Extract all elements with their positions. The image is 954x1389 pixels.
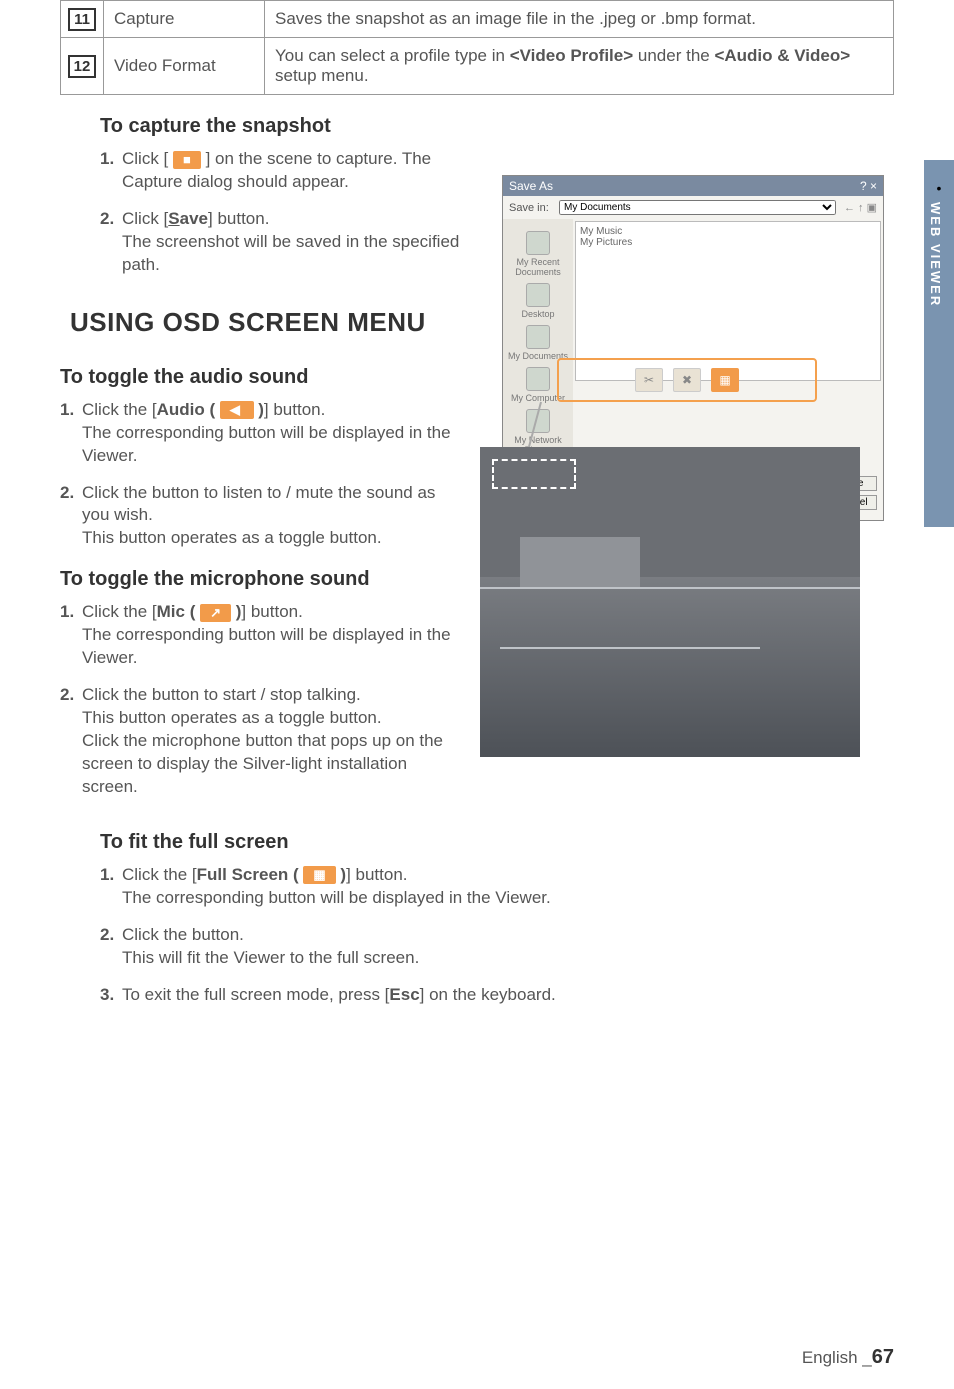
camera-icon: ■ xyxy=(173,151,201,169)
full-step-3: 3.To exit the full screen mode, press [E… xyxy=(100,984,894,1007)
save-in-select[interactable]: My Documents xyxy=(559,200,836,215)
capture-step-1: 1. Click [ ■ ] on the scene to capture. … xyxy=(100,148,460,194)
full-heading: To fit the full screen xyxy=(100,831,894,854)
side-tab-label: WEB VIEWER xyxy=(928,202,943,307)
audio-heading: To toggle the audio sound xyxy=(60,366,460,389)
mic-step-1: 1.Click the [Mic ( ↗ )] button.The corre… xyxy=(60,601,460,670)
dot-icon: • xyxy=(928,180,950,196)
full-step-1: 1.Click the [Full Screen ( ▦ )] button.T… xyxy=(100,864,894,910)
full-step-2: 2.Click the button.This will fit the Vie… xyxy=(100,924,894,970)
video-scene xyxy=(480,447,860,757)
nav-icons[interactable]: ← ↑ ▣ xyxy=(844,201,877,214)
audio-step-1: 1.Click the [Audio ( ◀ )] button.The cor… xyxy=(60,399,460,468)
dialog-title: Save As xyxy=(509,179,553,193)
documents-icon[interactable] xyxy=(526,325,550,349)
toolbar-icon[interactable]: ✂ xyxy=(635,368,663,392)
capture-step-2: 2.Click [Save] button.The screenshot wil… xyxy=(100,208,460,277)
save-in-label: Save in: xyxy=(509,202,559,214)
viewer-preview: ✂ ✖ ▦ xyxy=(480,358,894,757)
toolbar-icon[interactable]: ▦ xyxy=(711,368,739,392)
row-label: Capture xyxy=(104,1,265,38)
row-desc: You can select a profile type in <Video … xyxy=(265,38,894,95)
toolbar-icon[interactable]: ✖ xyxy=(673,368,701,392)
row-num: 11 xyxy=(68,8,96,31)
row-num: 12 xyxy=(68,55,97,78)
capture-heading: To capture the snapshot xyxy=(100,115,894,138)
desktop-icon[interactable] xyxy=(526,283,550,307)
audio-step-2: 2.Click the button to listen to / mute t… xyxy=(60,482,460,551)
row-desc: Saves the snapshot as an image file in t… xyxy=(265,1,894,38)
list-item[interactable]: My Pictures xyxy=(580,237,876,248)
side-tab: • WEB VIEWER xyxy=(924,160,954,527)
mic-step-2: 2.Click the button to start / stop talki… xyxy=(60,684,460,799)
callout-line xyxy=(527,401,542,450)
list-item[interactable]: My Music xyxy=(580,226,876,237)
viewer-toolbar: ✂ ✖ ▦ xyxy=(557,358,817,402)
mic-heading: To toggle the microphone sound xyxy=(60,568,460,591)
close-icon[interactable]: ? × xyxy=(860,179,877,193)
row-label: Video Format xyxy=(104,38,265,95)
page-footer: English _67 xyxy=(802,1346,894,1369)
recent-icon[interactable] xyxy=(526,231,550,255)
spec-table: 11 Capture Saves the snapshot as an imag… xyxy=(60,0,894,95)
overlay-box xyxy=(492,459,576,489)
